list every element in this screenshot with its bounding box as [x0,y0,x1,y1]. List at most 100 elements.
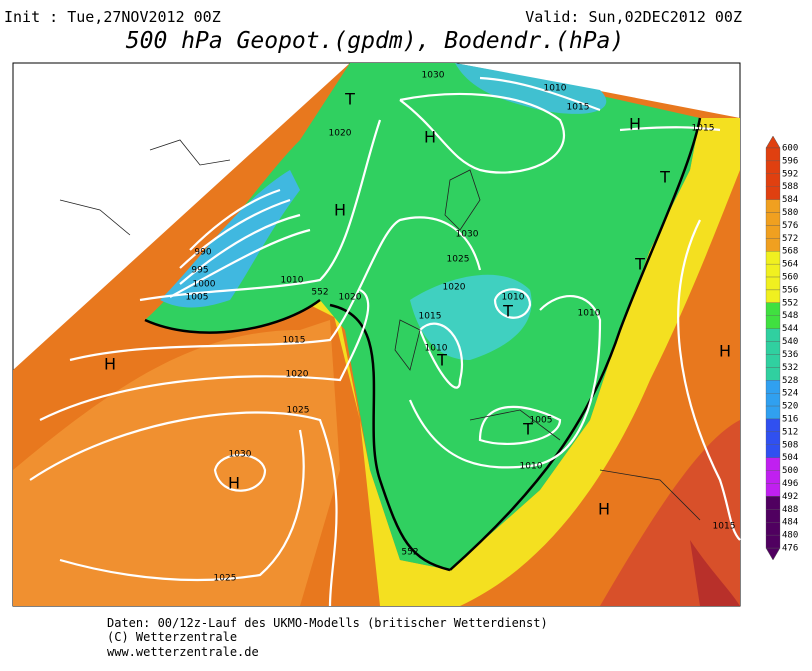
colorbar-swatch [765,444,781,458]
isobar [619,126,721,132]
colorbar-swatch [765,367,781,381]
map: HTTHHHTTTHHHT103010101015101510209909951… [12,62,741,607]
colorbar-swatch [765,186,781,200]
colorbar-swatch [765,354,781,368]
isobar-label: 1020 [329,129,352,139]
isobar [69,216,482,362]
colorbar-label: 596 [782,156,798,166]
colorbar-swatch [765,509,781,523]
isobar-label: 1030 [422,71,445,81]
pressure-center: H [598,500,610,519]
colorbar-label: 536 [782,350,798,360]
colorbar-label: 588 [782,182,798,192]
colorbar-label: 560 [782,273,798,283]
colorbar-label: 584 [782,195,798,205]
isobar-label: 1015 [283,336,306,346]
colorbar-label: 564 [782,260,798,270]
colorbar-swatch [765,289,781,303]
pressure-center: T [502,302,513,321]
isobar-label: 1015 [692,124,715,134]
isobar-label: 1015 [419,312,442,322]
colorbar-swatch [765,418,781,433]
isobar-label: 1015 [713,522,736,532]
pressure-center: T [522,420,533,439]
isobar [493,288,532,319]
isobar [479,76,601,112]
pressure-center: H [424,128,436,147]
field-orange [13,320,340,606]
map-title: 500 hPa Geopot.(gpdm), Bodendr.(hPa) [126,28,625,54]
colorbar-cap [765,135,781,149]
colorbar-label: 480 [782,531,798,541]
isobar [408,295,602,469]
colorbar-label: 548 [782,311,798,321]
isobar-label: 1000 [193,280,216,290]
isobar-label: 1010 [544,84,567,94]
isobar [677,219,741,541]
isobar-label: 1020 [286,370,309,380]
colorbar-swatch [765,341,781,355]
pressure-center: T [344,90,355,109]
colorbar-swatch [765,302,781,316]
field-blue-west [160,170,300,308]
colorbar-label: 496 [782,479,798,489]
isobar-label: 995 [191,266,208,276]
isobar-label: 1025 [447,255,470,265]
isobar [179,198,291,269]
colorbar-swatch [765,431,781,445]
colorbar-swatch [765,483,781,497]
coastline [59,139,701,521]
valid-time: Valid: Sun,02DEC2012 00Z [525,8,742,26]
colorbar-swatch [765,496,781,510]
colorbar-label: 524 [782,389,798,399]
pressure-center: H [104,355,116,374]
colorbar-label: 476 [782,544,798,554]
colorbar-swatch [765,147,781,162]
field-blue-north [455,63,607,114]
colorbar-swatch [765,315,781,329]
isobar-label: 1020 [339,293,362,303]
colorbar-swatch [765,173,781,187]
isobar [59,429,305,582]
colorbar-label: 600 [782,144,798,154]
colorbar-label: 528 [782,376,798,386]
colorbar-label: 568 [782,247,798,257]
colorbar-cap [765,547,781,561]
pressure-center: H [719,342,731,361]
isobar-label: 552 [311,288,328,298]
isobar [139,119,382,302]
pressure-center: H [228,474,240,493]
colorbar-swatch [765,393,781,407]
colorbar-label: 544 [782,324,798,334]
field-yellow [300,118,740,606]
pressure-center: T [436,351,447,370]
isobar-label: 1030 [456,230,479,240]
isobar-label: 1010 [502,293,525,303]
colorbar-label: 500 [782,466,798,476]
isobar-label: 1010 [520,462,543,472]
colorbar-swatch [765,457,781,471]
isobar [478,405,562,446]
field-dark-red [690,540,740,606]
colorbar-label: 516 [782,414,798,424]
isobar [189,188,281,251]
pressure-center: H [629,115,641,134]
isobar-label: 1005 [186,293,209,303]
isobar-label: 1015 [567,103,590,113]
colorbar-label: 556 [782,285,798,295]
colorbar-swatch [765,405,781,420]
colorbar-label: 512 [782,427,798,437]
isobar [418,322,463,389]
isobar-label: 1020 [443,283,466,293]
isobar [213,453,267,492]
contour-552-west [144,298,321,334]
colorbar-swatch [765,380,781,394]
colorbar-swatch [765,470,781,484]
colorbar-swatch [765,238,781,252]
colorbar-label: 532 [782,363,798,373]
colorbar-label: 488 [782,505,798,515]
colorbar-label: 540 [782,337,798,347]
isobar [169,228,311,298]
colorbar-label: 576 [782,221,798,231]
